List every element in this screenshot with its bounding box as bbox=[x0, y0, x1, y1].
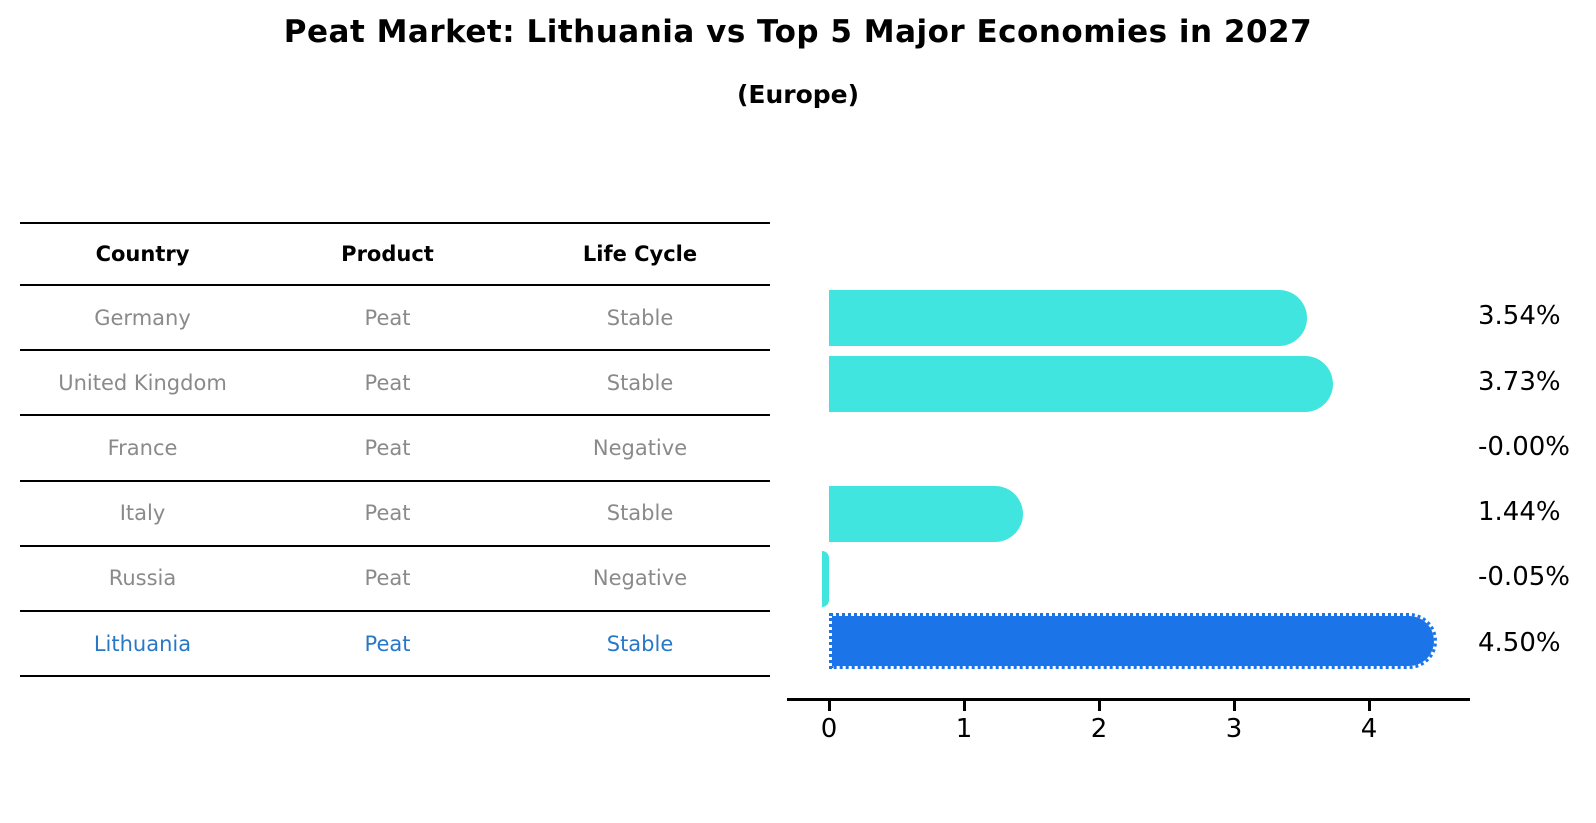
table-header-lifecycle: Life Cycle bbox=[582, 242, 698, 266]
table-header-product: Product bbox=[341, 242, 434, 266]
bar-italy bbox=[829, 486, 1024, 542]
value-label-france: -0.00% bbox=[1478, 432, 1570, 462]
cell-lifecycle: Stable bbox=[606, 370, 674, 395]
cell-lifecycle: Stable bbox=[606, 305, 674, 330]
cell-lifecycle: Negative bbox=[592, 435, 688, 460]
cell-product: Peat bbox=[364, 501, 411, 526]
x-axis-tick-2 bbox=[1097, 701, 1101, 711]
value-label-united-kingdom: 3.73% bbox=[1478, 367, 1561, 397]
bar-lithuania bbox=[829, 613, 1437, 669]
bar-germany bbox=[829, 290, 1307, 346]
table-row-italy: Italy Peat Stable bbox=[20, 482, 770, 547]
x-axis-tick-1 bbox=[962, 701, 966, 711]
cell-lifecycle: Stable bbox=[606, 631, 674, 656]
x-axis-line bbox=[787, 698, 1470, 701]
cell-country: Germany bbox=[94, 305, 191, 330]
bar-united-kingdom bbox=[829, 356, 1333, 412]
table-row-russia: Russia Peat Negative bbox=[20, 547, 770, 612]
cell-country: Lithuania bbox=[93, 631, 192, 656]
cell-country: France bbox=[107, 435, 178, 460]
table-row-lithuania: Lithuania Peat Stable bbox=[20, 612, 770, 678]
x-axis-tick-label-3: 3 bbox=[1225, 714, 1243, 744]
table-row-united-kingdom: United Kingdom Peat Stable bbox=[20, 351, 770, 417]
x-axis-tick-3 bbox=[1232, 701, 1236, 711]
cell-product: Peat bbox=[364, 370, 411, 395]
table-header-row: Country Product Life Cycle bbox=[20, 222, 770, 286]
cell-product: Peat bbox=[364, 435, 411, 460]
value-label-russia: -0.05% bbox=[1478, 562, 1570, 592]
cell-country: United Kingdom bbox=[58, 370, 227, 395]
cell-product: Peat bbox=[364, 631, 411, 656]
x-axis-tick-4 bbox=[1367, 701, 1371, 711]
x-axis-tick-label-0: 0 bbox=[820, 714, 838, 744]
cell-product: Peat bbox=[364, 305, 411, 330]
cell-lifecycle: Stable bbox=[606, 501, 674, 526]
value-label-germany: 3.54% bbox=[1478, 301, 1561, 331]
table-row-france: France Peat Negative bbox=[20, 416, 770, 482]
cell-country: Russia bbox=[108, 566, 177, 591]
chart-title: Peat Market: Lithuania vs Top 5 Major Ec… bbox=[283, 14, 1313, 50]
country-table: Country Product Life Cycle Germany Peat … bbox=[20, 222, 770, 678]
value-label-lithuania: 4.50% bbox=[1478, 628, 1561, 658]
bar-russia bbox=[822, 551, 829, 607]
cell-product: Peat bbox=[364, 566, 411, 591]
x-axis-tick-0 bbox=[827, 701, 831, 711]
x-axis-tick-label-2: 2 bbox=[1090, 714, 1108, 744]
chart-subtitle: (Europe) bbox=[736, 80, 860, 109]
x-axis-tick-label-4: 4 bbox=[1360, 714, 1378, 744]
value-label-italy: 1.44% bbox=[1478, 497, 1561, 527]
cell-country: Italy bbox=[119, 501, 166, 526]
table-row-germany: Germany Peat Stable bbox=[20, 286, 770, 352]
table-header-country: Country bbox=[95, 242, 190, 266]
cell-lifecycle: Negative bbox=[592, 566, 688, 591]
x-axis-tick-label-1: 1 bbox=[955, 714, 973, 744]
